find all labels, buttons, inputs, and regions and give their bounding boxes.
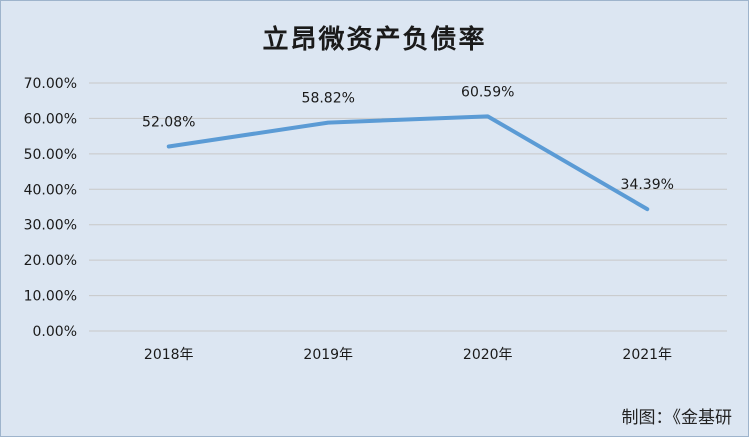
x-tick-label: 2018年 — [144, 347, 194, 363]
x-tick-label: 2019年 — [303, 347, 353, 363]
data-point — [486, 114, 490, 118]
x-tick-label: 2021年 — [622, 347, 672, 363]
data-label: 60.59% — [461, 84, 514, 100]
x-tick-label: 2020年 — [463, 347, 513, 363]
data-point — [645, 207, 649, 211]
y-tick-label: 40.00% — [24, 182, 77, 198]
y-tick-label: 10.00% — [24, 289, 77, 305]
y-tick-label: 70.00% — [24, 76, 77, 92]
data-label: 58.82% — [302, 91, 355, 107]
data-label: 34.39% — [621, 177, 674, 193]
series-line — [166, 114, 650, 212]
y-tick-label: 60.00% — [24, 111, 77, 127]
y-tick-label: 20.00% — [24, 253, 77, 269]
chart-title: 立昂微资产负债率 — [262, 25, 487, 55]
y-tick-label: 0.00% — [33, 324, 77, 340]
data-label: 52.08% — [142, 114, 195, 130]
y-tick-label: 30.00% — [24, 218, 77, 234]
credit-text: 制图：《金基研 — [621, 408, 733, 428]
data-point — [167, 144, 171, 148]
data-point — [326, 121, 330, 125]
y-tick-label: 50.00% — [24, 147, 77, 163]
